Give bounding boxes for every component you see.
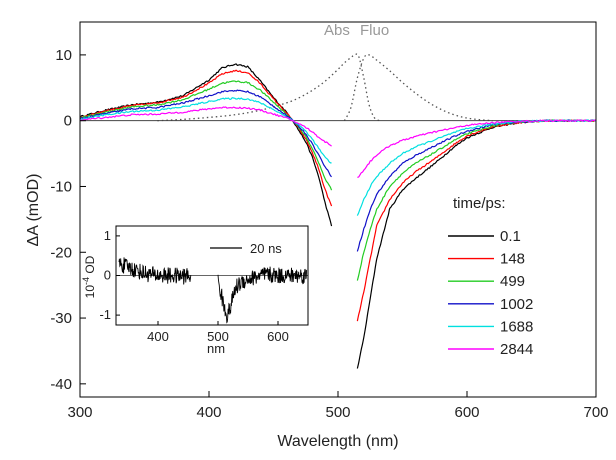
series-line-1002 (80, 89, 333, 178)
legend-title: time/ps: (453, 195, 506, 212)
series-line-1002 (356, 119, 596, 252)
x-tick-label: 300 (67, 404, 92, 421)
legend-entry: 1002 (500, 296, 533, 313)
inset-series-line (118, 257, 192, 285)
legend-entry: 0.1 (500, 228, 521, 245)
inset-x-tick-label: 400 (147, 329, 169, 344)
y-tick-label: 0 (64, 113, 72, 130)
inset-y-axis-label: 10-4 OD (81, 255, 97, 298)
y-tick-label: -10 (50, 178, 72, 195)
x-tick-label: 400 (196, 404, 221, 421)
inset-y-tick-label: 1 (104, 228, 111, 243)
x-axis-label: Wavelength (nm) (277, 433, 398, 450)
legend-entry: 2844 (500, 341, 533, 358)
inset-series-line (217, 266, 308, 324)
inset-x-tick-label: 600 (267, 329, 289, 344)
x-tick-label: 600 (454, 404, 479, 421)
y-tick-label: 10 (55, 47, 72, 64)
inset-y-tick-label: -1 (99, 307, 111, 322)
fluo-label: Fluo (360, 22, 389, 39)
series-line-148 (80, 69, 333, 207)
legend: 0.1 148 499 1002 1688 2844 (448, 228, 533, 358)
y-tick-label: -40 (50, 376, 72, 393)
inset-x-tick-label: 500 (207, 329, 229, 344)
inset-x-axis-label: nm (207, 341, 225, 356)
legend-entry: 499 (500, 273, 525, 290)
x-tick-label: 500 (325, 404, 350, 421)
y-tick-label: -30 (50, 310, 72, 327)
series-line-2844 (357, 119, 596, 178)
abs-label: Abs (324, 22, 350, 39)
y-tick-label: -20 (50, 244, 72, 261)
legend-entry: 148 (500, 251, 525, 268)
inset-legend-label: 20 ns (250, 241, 282, 256)
y-axis-label: ΔA (mOD) (25, 174, 42, 247)
inset-y-tick-label: 0 (104, 268, 111, 283)
series-line-2844 (80, 106, 332, 147)
legend-entry: 1688 (500, 318, 533, 335)
x-tick-label: 700 (583, 404, 608, 421)
